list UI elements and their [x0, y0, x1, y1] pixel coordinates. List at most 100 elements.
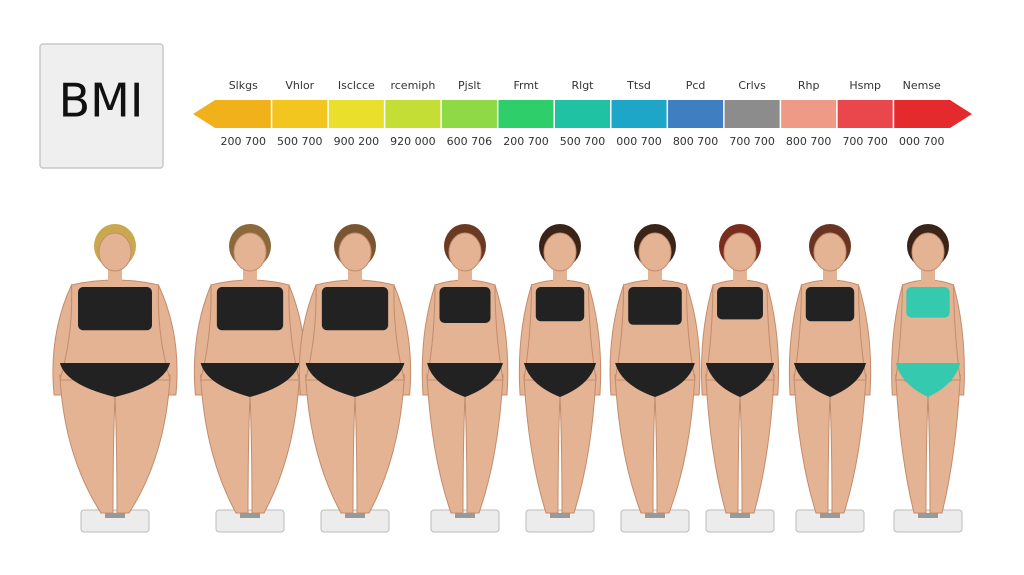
- face: [448, 232, 482, 272]
- segment-range: 200 700: [503, 135, 549, 148]
- title: BMI: [59, 74, 144, 128]
- leg: [464, 374, 504, 514]
- scale-segment: [780, 100, 838, 128]
- bra: [906, 287, 950, 318]
- scale-display: [918, 513, 938, 518]
- briefs: [895, 363, 961, 397]
- segment-label: Hsmp: [849, 79, 881, 92]
- leg: [523, 374, 561, 514]
- face: [911, 232, 945, 272]
- scale-segment: [610, 100, 668, 128]
- leg: [927, 374, 961, 514]
- leg: [739, 374, 775, 514]
- leg: [614, 374, 656, 514]
- segment-range: 920 000: [390, 135, 436, 148]
- weighing-scale: [705, 509, 775, 533]
- leg: [249, 374, 300, 514]
- segment-label: Isclcce: [338, 79, 375, 92]
- weighing-scale: [320, 509, 390, 533]
- briefs: [200, 363, 300, 397]
- bra: [216, 287, 284, 331]
- face: [543, 232, 577, 272]
- bmi-scale: Slkgs 200 700 Vhlor 500 700 Isclcce 900 200 rc…: [193, 79, 972, 148]
- segment-range: 000 700: [616, 135, 662, 148]
- segment-label: Pjslt: [458, 79, 481, 92]
- scale-segment: [554, 100, 612, 128]
- scale-segment: [271, 100, 329, 128]
- segment-range: 700 700: [729, 135, 775, 148]
- figures: [52, 224, 965, 533]
- leg: [654, 374, 696, 514]
- weighing-scale: [525, 509, 595, 533]
- title-box: [39, 43, 164, 169]
- face: [98, 232, 132, 272]
- face: [638, 232, 672, 272]
- segment-label: Crlvs: [738, 79, 766, 92]
- briefs: [427, 363, 503, 397]
- arrow-head-right: [950, 100, 972, 128]
- leg: [114, 374, 171, 514]
- segment-label: Rlgt: [572, 79, 595, 92]
- segment-range: 900 200: [334, 135, 380, 148]
- segment-range: 000 700: [899, 135, 945, 148]
- scale-display: [730, 513, 750, 518]
- face: [233, 232, 267, 272]
- segment-label: Frmt: [514, 79, 540, 92]
- briefs: [705, 363, 775, 397]
- scale-segment: [215, 100, 273, 128]
- segment-range: 500 700: [277, 135, 323, 148]
- scale-segment: [667, 100, 725, 128]
- leg: [305, 374, 356, 514]
- scale-display: [820, 513, 840, 518]
- leg: [793, 374, 831, 514]
- leg: [426, 374, 466, 514]
- bra: [717, 287, 763, 320]
- leg: [829, 374, 867, 514]
- scale-segment: [893, 100, 951, 128]
- scale-segment: [497, 100, 555, 128]
- face: [338, 232, 372, 272]
- weighing-scale: [430, 509, 500, 533]
- arrow-head-left: [193, 100, 215, 128]
- weighing-scale: [80, 509, 150, 533]
- bra: [321, 287, 389, 331]
- weighing-scale: [893, 509, 963, 533]
- scale-display: [645, 513, 665, 518]
- segment-range: 500 700: [560, 135, 606, 148]
- segment-range: 200 700: [221, 135, 267, 148]
- bra: [535, 287, 585, 322]
- segment-label: Nemse: [903, 79, 941, 92]
- segment-range: 800 700: [786, 135, 832, 148]
- face: [813, 232, 847, 272]
- face: [723, 232, 757, 272]
- segment-range: 800 700: [673, 135, 719, 148]
- leg: [895, 374, 929, 514]
- scale-display: [105, 513, 125, 518]
- briefs: [59, 363, 171, 397]
- segment-label: Vhlor: [285, 79, 314, 92]
- segment-range: 600 706: [447, 135, 493, 148]
- weighing-scale: [795, 509, 865, 533]
- bra: [78, 287, 152, 331]
- weighing-scale: [620, 509, 690, 533]
- briefs: [793, 363, 867, 397]
- bra: [439, 287, 491, 323]
- segment-label: Slkgs: [229, 79, 258, 92]
- segment-label: Ttsd: [626, 79, 651, 92]
- briefs: [523, 363, 597, 397]
- scale-segment: [836, 100, 894, 128]
- leg: [705, 374, 741, 514]
- leg: [354, 374, 405, 514]
- leg: [559, 374, 597, 514]
- segment-label: Pcd: [686, 79, 706, 92]
- scale-display: [240, 513, 260, 518]
- briefs: [615, 363, 695, 397]
- segment-range: 700 700: [842, 135, 888, 148]
- segment-label: Rhp: [798, 79, 820, 92]
- scale-display: [345, 513, 365, 518]
- bra: [805, 287, 855, 322]
- weighing-scale: [215, 509, 285, 533]
- scale-segment: [384, 100, 442, 128]
- scale-segment: [328, 100, 386, 128]
